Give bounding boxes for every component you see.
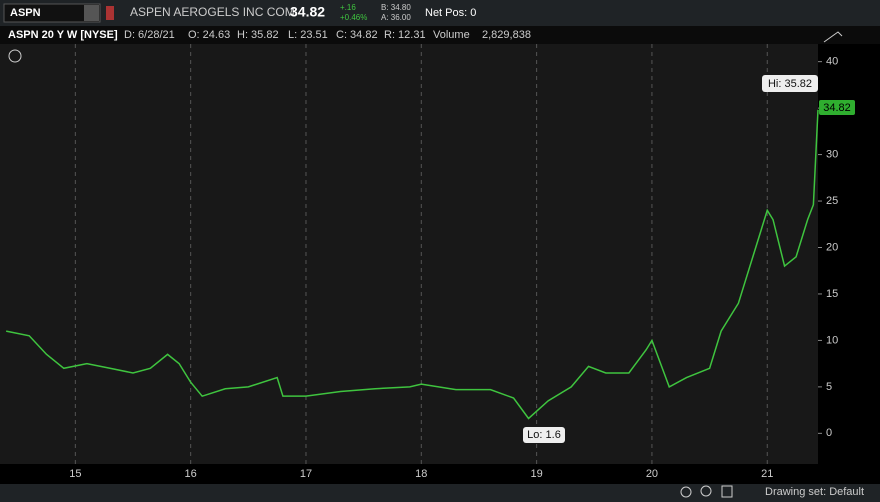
last-price: 34.82 (290, 4, 325, 20)
y-tick-label: 20 (826, 241, 838, 253)
info-range: R: 12.31 (384, 29, 426, 41)
y-tick-label: 40 (826, 56, 838, 68)
info-high: H: 35.82 (237, 29, 279, 41)
symbol-box[interactable] (3, 3, 101, 23)
draw-icon[interactable] (823, 31, 843, 43)
y-tick-label: 0 (826, 427, 832, 439)
y-tick-label: 25 (826, 195, 838, 207)
y-tick-label: 30 (826, 148, 838, 160)
bottom-bar (0, 484, 880, 502)
x-tick-label: 19 (530, 468, 542, 480)
info-close: C: 34.82 (336, 29, 378, 41)
info-title: ASPN 20 Y W [NYSE] (8, 29, 118, 41)
top-bar (0, 0, 880, 26)
y-tick-label: 10 (826, 334, 838, 346)
price-line (6, 109, 819, 420)
net-pos: Net Pos: 0 (425, 7, 476, 19)
alert-icon[interactable] (8, 49, 22, 63)
x-tick-label: 17 (300, 468, 312, 480)
change: +.16 (340, 3, 356, 12)
link-icon[interactable] (106, 6, 114, 20)
plot-area[interactable] (0, 44, 818, 464)
high-annotation: Hi: 35.82 (768, 78, 812, 90)
info-volume: 2,829,838 (482, 29, 531, 41)
x-tick-label: 15 (69, 468, 81, 480)
symbol-dropdown[interactable] (84, 5, 99, 21)
ask: A: 36.00 (381, 13, 411, 22)
y-tick-label: 15 (826, 288, 838, 300)
chart: 051015202530354015161718192021 (6, 44, 838, 480)
high-tag (762, 75, 818, 92)
info-date: D: 6/28/21 (124, 29, 175, 41)
info-volume-label: Volume (433, 29, 470, 41)
y-tick-label: 5 (826, 381, 832, 393)
x-tick-label: 18 (415, 468, 427, 480)
bid: B: 34.80 (381, 3, 411, 12)
symbol: ASPN (10, 7, 41, 19)
x-tick-label: 21 (761, 468, 773, 480)
crosshair-tool[interactable] (680, 486, 692, 498)
x-tick-label: 20 (646, 468, 658, 480)
change-pct: +0.46% (340, 13, 367, 22)
info-low: L: 23.51 (288, 29, 328, 41)
zoom-tool[interactable] (700, 485, 712, 497)
x-tick-label: 16 (185, 468, 197, 480)
last-tag (819, 100, 855, 115)
drawing-set[interactable]: Drawing set: Default (765, 486, 864, 498)
low-tag (523, 427, 565, 443)
info-open: O: 24.63 (188, 29, 230, 41)
info-bar (0, 26, 880, 44)
company: ASPEN AEROGELS INC COM (130, 5, 295, 19)
zoom-box-tool[interactable] (721, 485, 733, 498)
low-annotation: Lo: 1.6 (527, 429, 561, 441)
last-annotation: 34.82 (823, 102, 851, 114)
